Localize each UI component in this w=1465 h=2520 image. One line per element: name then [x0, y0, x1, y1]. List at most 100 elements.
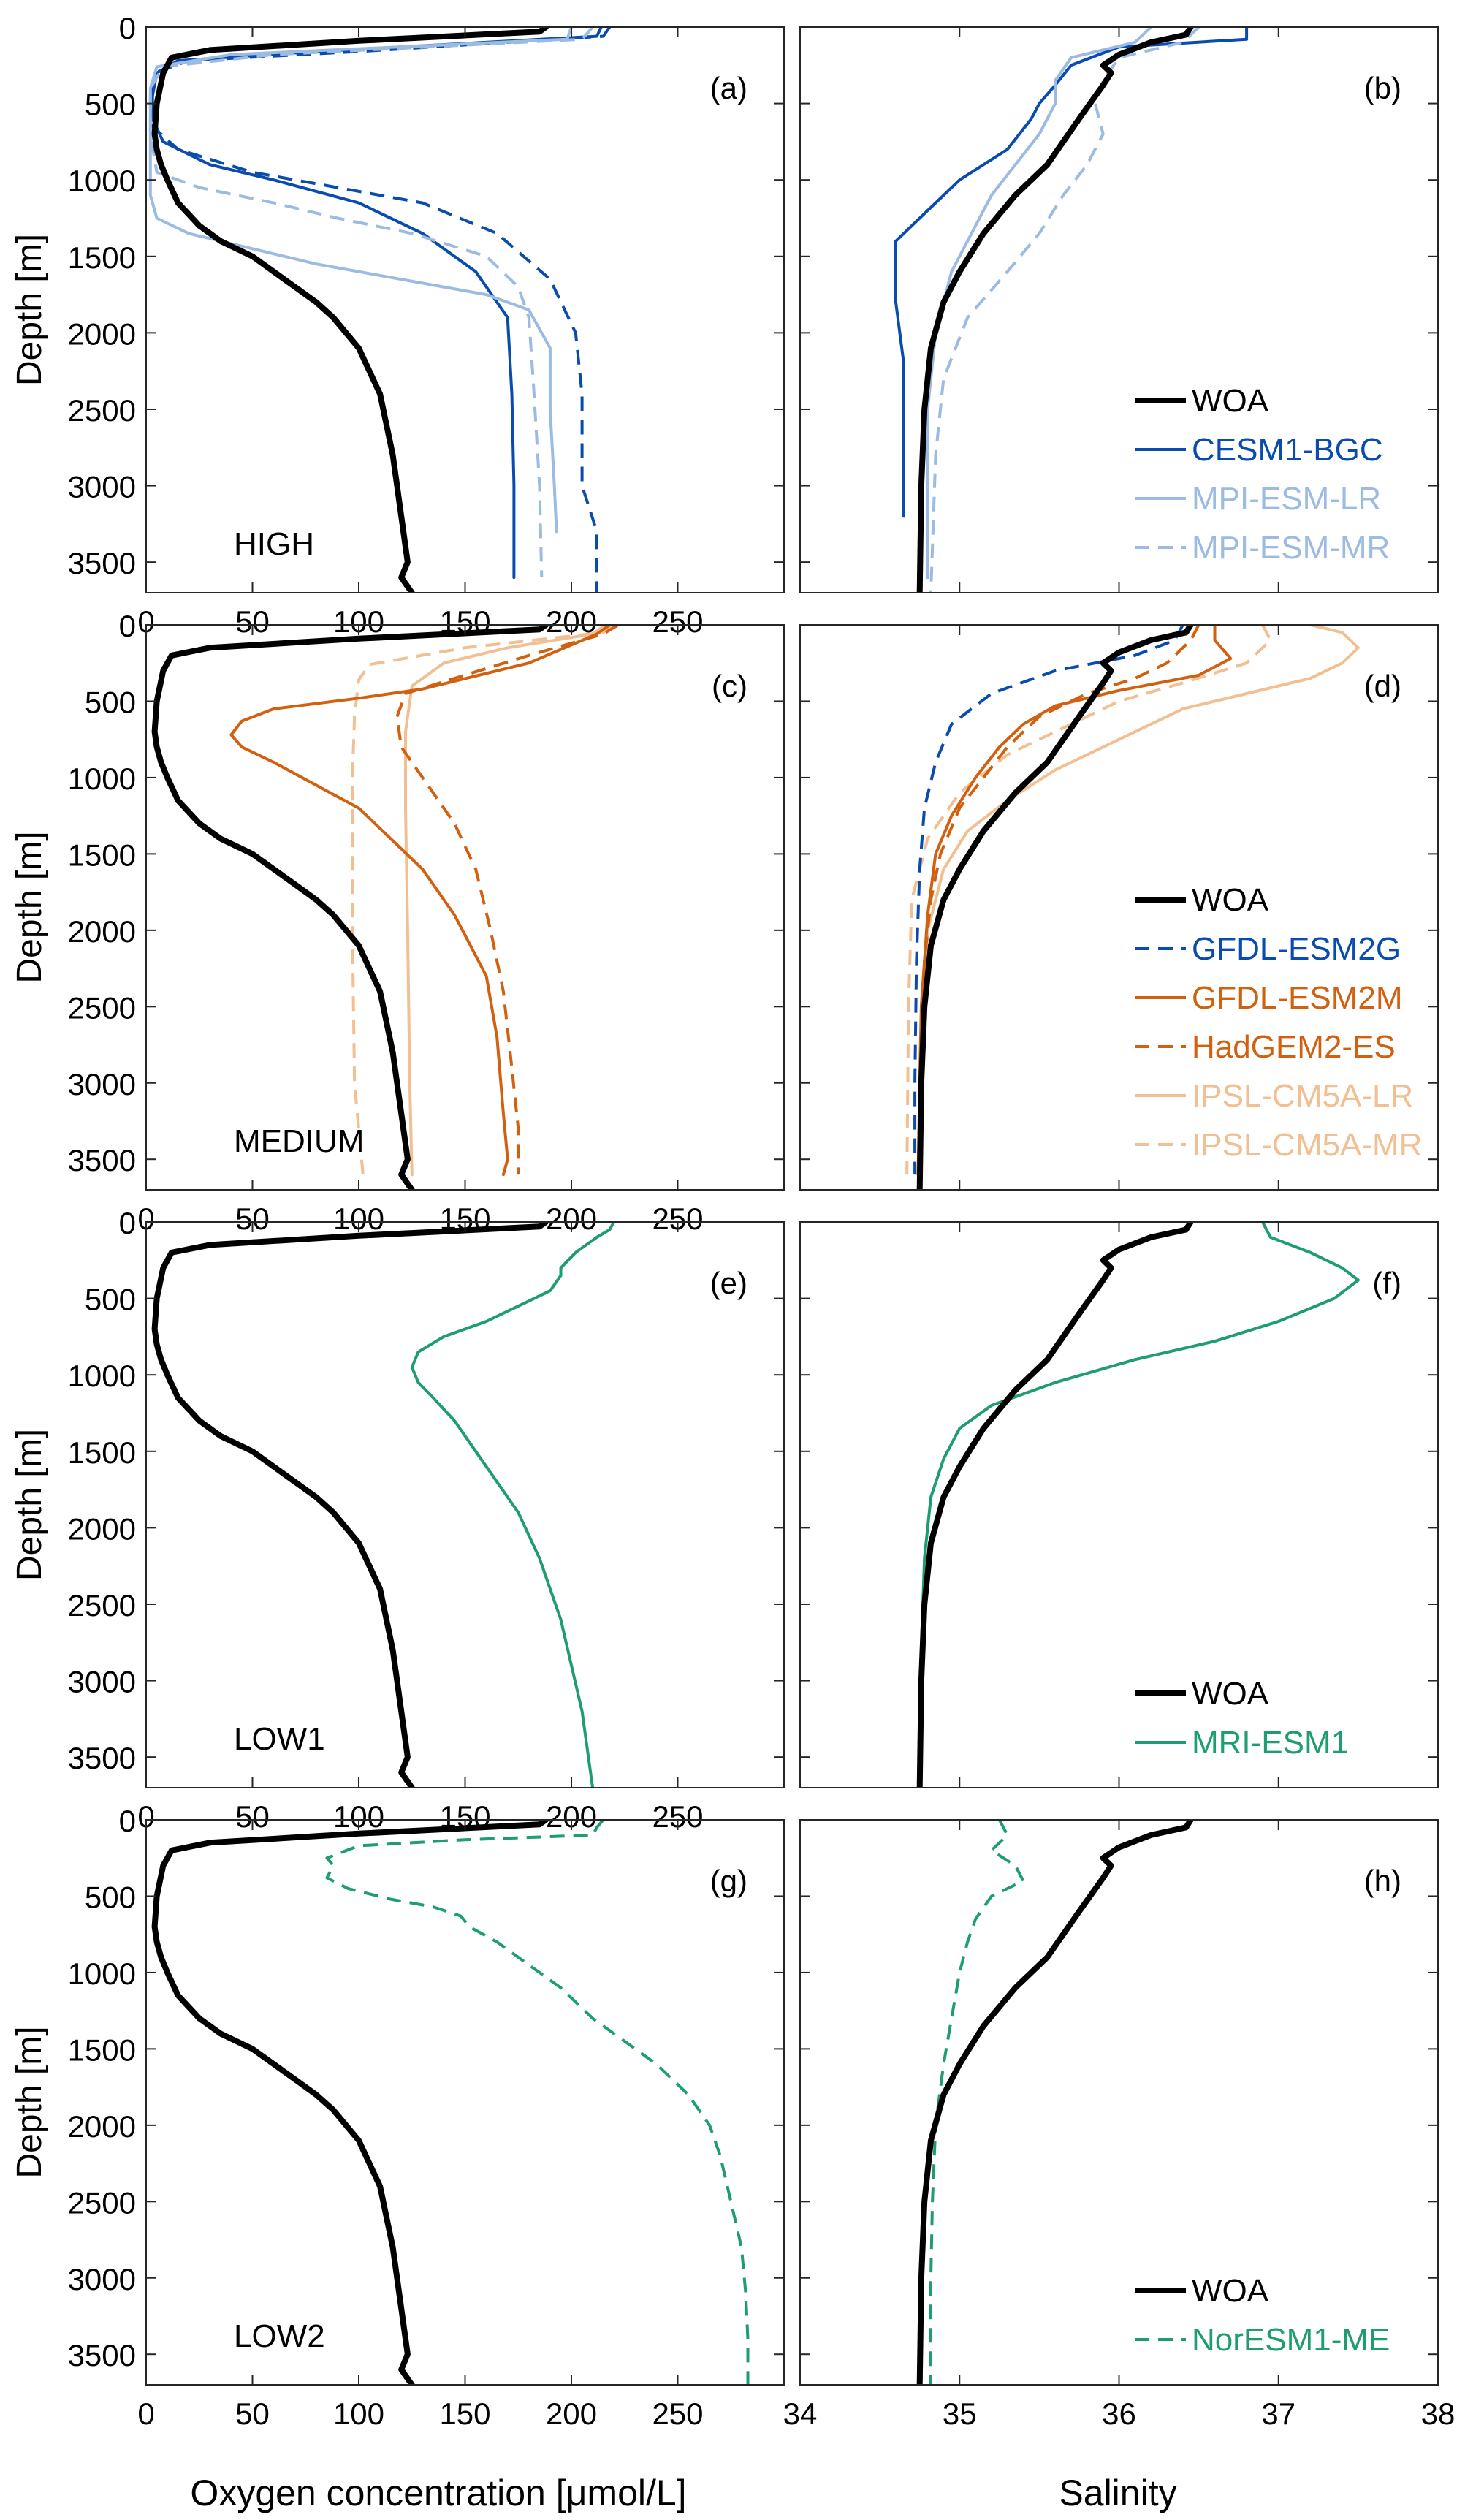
series-line-hadgem2-es: [395, 625, 620, 1175]
y-tick-label: 1000: [68, 1957, 136, 1991]
panel-d-series: [905, 625, 1360, 1190]
legend-entry: NorESM1-ME: [1192, 2322, 1390, 2358]
y-tick-label: 2000: [68, 1511, 136, 1546]
panel-label: (c): [712, 669, 747, 703]
y-axis-label: Depth [m]: [10, 234, 49, 386]
y-axis-label: Depth [m]: [10, 831, 49, 983]
legend-entry: WOA: [1192, 2273, 1269, 2309]
series-line-cesm1-bgc: [894, 27, 1249, 518]
y-tick-label: 500: [85, 88, 136, 122]
legend-entry: HadGEM2-ES: [1192, 1029, 1396, 1065]
panel-label: (h): [1364, 1864, 1401, 1898]
y-tick-label: 0: [119, 11, 136, 45]
legend-entry: IPSL-CM5A-MR: [1192, 1127, 1422, 1163]
x-tick-label: 35: [943, 2396, 977, 2431]
x-axis-label-oxygen: Oxygen concentration [μmol/L]: [190, 2472, 686, 2513]
panel-f: (f) WOA MRI-ESM1: [799, 1221, 1439, 1788]
legend-entry: WOA: [1192, 383, 1269, 419]
panel-b: (b) WOA CESM1-BGC MPI-ESM-LR MPI-ESM-MR: [799, 26, 1439, 593]
y-axis-label: Depth [m]: [10, 2026, 49, 2178]
y-tick-label: 3000: [68, 1067, 136, 1101]
y-tick-label: 500: [85, 685, 136, 719]
y-tick-label: 3000: [68, 1665, 136, 1699]
legend: WOA MRI-ESM1: [1135, 1676, 1349, 1761]
panel-a-series: [148, 27, 612, 593]
panel-label: (e): [710, 1266, 747, 1300]
group-label: LOW2: [234, 2318, 325, 2354]
x-tick-label: 37: [1261, 2396, 1295, 2431]
y-tick-label: 3000: [68, 2262, 136, 2296]
panel-label: (g): [710, 1864, 747, 1898]
legend-entry: WOA: [1192, 1676, 1269, 1712]
y-tick-label: 3500: [68, 546, 136, 580]
series-line-woa: [151, 1222, 549, 1788]
x-tick-label: 0: [137, 2396, 154, 2431]
panel-label: (b): [1364, 71, 1401, 105]
panel-g-series: [151, 1820, 750, 2385]
group-label: LOW1: [234, 1721, 325, 1757]
x-tick-label: 34: [783, 2396, 818, 2431]
series-line-mpi-esm-lr: [926, 27, 1153, 580]
series-line-ipsl-cm5a-mr: [905, 625, 1272, 1175]
y-tick-label: 1000: [68, 762, 136, 796]
y-tick-label: 2000: [68, 316, 136, 351]
group-label: MEDIUM: [234, 1123, 364, 1159]
x-tick-label: 36: [1102, 2396, 1136, 2431]
y-tick-label: 1500: [68, 838, 136, 872]
y-tick-label: 2500: [68, 1588, 136, 1623]
series-line-hadgem2-es: [918, 625, 1200, 1175]
y-tick-label: 500: [85, 1283, 136, 1317]
panel-label: (f): [1372, 1266, 1401, 1300]
panel-b-series: [894, 27, 1249, 593]
series-line-woa: [151, 625, 549, 1190]
panel-d: (d) WOA GFDL-ESM2G GFDL-ESM2M HadGEM2-ES IPSL…: [799, 624, 1439, 1191]
y-tick-label: 2500: [68, 2185, 136, 2220]
series-line-mpi-esm-mr: [148, 27, 594, 578]
panel-label: (d): [1364, 669, 1401, 703]
x-tick-label: 50: [235, 2396, 270, 2431]
panel-label: (a): [710, 71, 747, 105]
legend-entry: IPSL-CM5A-LR: [1192, 1078, 1413, 1114]
series-line-cesm1-bgc: [151, 27, 603, 580]
series-line-mri-esm1: [918, 1222, 1360, 1788]
y-tick-label: 1500: [68, 240, 136, 275]
group-label: HIGH: [234, 526, 314, 562]
panel-h: 34 35 36 37 38 (h) WOA NorESM1-ME: [783, 1819, 1456, 2431]
x-tick-label: 0: [137, 1799, 154, 1834]
series-line-mri-esm1: [410, 1222, 616, 1788]
panel-h-series: [916, 1820, 1194, 2385]
x-axis-label-salinity: Salinity: [1059, 2472, 1176, 2513]
series-line-mpi-esm-mr: [929, 27, 1200, 593]
x-tick-label: 250: [652, 2396, 703, 2431]
series-line-woa: [916, 27, 1194, 593]
series-line-woa: [916, 1222, 1194, 1788]
legend-entry: CESM1-BGC: [1192, 432, 1383, 468]
x-tick-label: 200: [546, 2396, 597, 2431]
y-tick-label: 2000: [68, 914, 136, 949]
series-line-woa: [151, 1820, 549, 2385]
y-tick-label: 3000: [68, 470, 136, 504]
x-tick-label: 38: [1421, 2396, 1456, 2431]
legend-entry: WOA: [1192, 882, 1269, 918]
legend: WOA CESM1-BGC MPI-ESM-LR MPI-ESM-MR: [1135, 383, 1390, 566]
series-line-woa: [916, 1820, 1194, 2385]
legend: WOA NorESM1-ME: [1135, 2273, 1390, 2358]
y-tick-label: 3500: [68, 2338, 136, 2372]
legend-entry: MPI-ESM-MR: [1192, 530, 1390, 566]
y-tick-label: 2500: [68, 990, 136, 1025]
series-line-noresm1-me: [325, 1820, 750, 2385]
series-line-woa: [916, 625, 1194, 1190]
series-line-noresm1-me: [929, 1820, 1025, 2385]
legend-entry: GFDL-ESM2M: [1192, 980, 1402, 1016]
x-tick-label: 150: [439, 2396, 490, 2431]
series-line-gfdl-esm2m: [916, 625, 1233, 1177]
y-tick-label: 1000: [68, 164, 136, 198]
y-tick-label: 2500: [68, 393, 136, 428]
x-tick-label: 0: [137, 1202, 154, 1236]
y-tick-label: 3500: [68, 1741, 136, 1775]
